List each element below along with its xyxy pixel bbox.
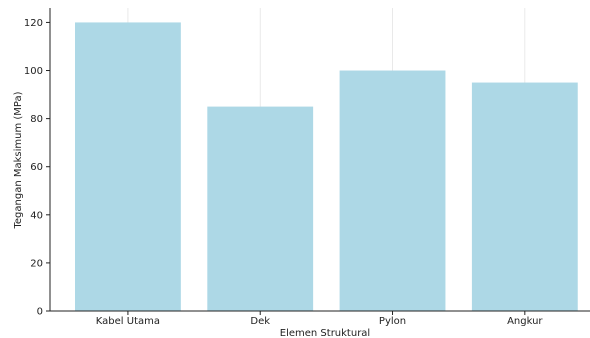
bar-kabel-utama (75, 22, 181, 312)
y-tick-label: 60 (30, 162, 43, 173)
x-tick-label: Kabel Utama (96, 316, 160, 327)
y-axis-label: Tegangan Maksimum (MPa) (13, 91, 24, 229)
axes (49, 8, 590, 312)
bar-angkur (471, 82, 578, 311)
y-tick-label: 80 (30, 114, 43, 125)
y-tick-label: 40 (30, 210, 43, 221)
bar-dek (207, 106, 314, 311)
grid-lines (127, 8, 526, 311)
x-axis-label: Elemen Struktural (280, 328, 370, 338)
y-axis-ticks: 0 20 40 60 80 100 120 (24, 18, 50, 318)
x-tick-label: Angkur (507, 316, 543, 327)
y-tick-label: 20 (30, 258, 43, 269)
x-tick-label: Pylon (379, 316, 406, 327)
y-tick-label: 120 (24, 18, 43, 29)
y-tick-label: 0 (37, 307, 43, 318)
x-axis-ticks: Kabel Utama Dek Pylon Angkur (96, 311, 543, 327)
x-tick-label: Dek (250, 316, 270, 327)
bars (75, 22, 578, 312)
bar-pylon (339, 70, 446, 312)
y-tick-label: 100 (24, 66, 43, 77)
